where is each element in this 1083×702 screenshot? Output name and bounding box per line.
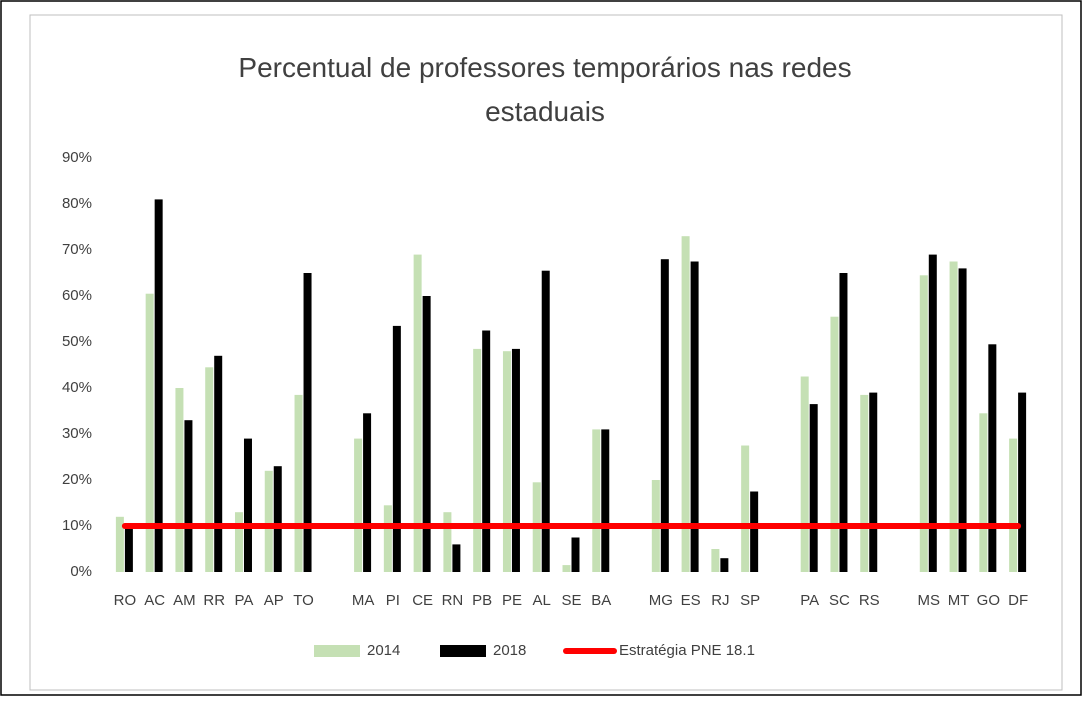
bar bbox=[741, 445, 750, 572]
bar bbox=[562, 565, 571, 572]
x-tick-label: DF bbox=[1008, 592, 1028, 609]
bar bbox=[660, 259, 669, 572]
bar bbox=[750, 491, 759, 572]
bar bbox=[681, 236, 690, 572]
x-tick-label: GO bbox=[977, 592, 1000, 609]
x-tick-label: RO bbox=[114, 592, 137, 609]
bar bbox=[979, 413, 988, 572]
bar bbox=[115, 516, 124, 572]
y-tick-label: 50% bbox=[62, 333, 92, 350]
chart-title: Percentual de professores temporários na… bbox=[238, 52, 852, 127]
x-tick-label: PB bbox=[472, 592, 492, 609]
bar bbox=[809, 404, 818, 572]
bar bbox=[413, 254, 422, 572]
bar bbox=[354, 438, 363, 572]
bar bbox=[502, 351, 511, 572]
x-tick-label: PA bbox=[800, 592, 819, 609]
y-tick-label: 90% bbox=[62, 149, 92, 166]
x-tick-label: CE bbox=[412, 592, 433, 609]
x-tick-label: AM bbox=[173, 592, 196, 609]
bar bbox=[860, 394, 869, 572]
bar bbox=[541, 270, 550, 572]
x-tick-label: RS bbox=[859, 592, 880, 609]
bar bbox=[1009, 438, 1018, 572]
x-tick-label: RR bbox=[203, 592, 225, 609]
bar bbox=[928, 254, 937, 572]
bar bbox=[243, 438, 252, 572]
bar bbox=[214, 355, 223, 572]
bar bbox=[830, 316, 839, 572]
y-tick-label: 70% bbox=[62, 241, 92, 258]
bar bbox=[392, 325, 401, 572]
x-tick-label: TO bbox=[293, 592, 314, 609]
y-tick-label: 0% bbox=[70, 563, 92, 580]
x-tick-label: SP bbox=[740, 592, 760, 609]
x-tick-label: BA bbox=[591, 592, 611, 609]
bar bbox=[839, 273, 848, 572]
bar bbox=[473, 348, 482, 572]
x-tick-label: SC bbox=[829, 592, 850, 609]
bar bbox=[711, 549, 720, 572]
x-tick-label: RN bbox=[442, 592, 464, 609]
bar bbox=[452, 544, 461, 572]
bar bbox=[154, 199, 163, 572]
bar bbox=[720, 558, 729, 572]
x-tick-label: AC bbox=[144, 592, 165, 609]
bar bbox=[690, 261, 699, 572]
bar bbox=[869, 392, 878, 572]
bar bbox=[1018, 392, 1027, 572]
bar bbox=[303, 273, 312, 572]
bar bbox=[205, 367, 214, 572]
x-tick-label: PI bbox=[386, 592, 400, 609]
x-tick-label: PA bbox=[235, 592, 254, 609]
x-tick-label: MG bbox=[649, 592, 673, 609]
bar bbox=[800, 376, 809, 572]
chart-frame bbox=[29, 14, 1063, 691]
bar bbox=[264, 470, 273, 572]
x-tick-label: MS bbox=[918, 592, 941, 609]
bar bbox=[958, 268, 967, 572]
x-tick-label: MT bbox=[948, 592, 970, 609]
y-tick-label: 20% bbox=[62, 471, 92, 488]
bar bbox=[571, 537, 580, 572]
bar bbox=[422, 296, 431, 572]
y-tick-label: 80% bbox=[62, 195, 92, 212]
y-tick-label: 60% bbox=[62, 287, 92, 304]
bar bbox=[601, 429, 610, 572]
bar bbox=[124, 526, 133, 572]
x-tick-label: ES bbox=[681, 592, 701, 609]
bar bbox=[234, 512, 243, 572]
bar bbox=[482, 330, 491, 572]
legend-label: Estratégia PNE 18.1 bbox=[619, 642, 755, 659]
bar bbox=[919, 275, 928, 572]
legend-swatch bbox=[440, 645, 486, 657]
bar bbox=[443, 512, 452, 572]
bar bbox=[294, 394, 303, 572]
legend-label: 2018 bbox=[493, 642, 526, 659]
bar bbox=[511, 348, 520, 572]
bar bbox=[949, 261, 958, 572]
x-tick-label: AL bbox=[533, 592, 551, 609]
bar bbox=[145, 293, 154, 572]
y-tick-label: 40% bbox=[62, 379, 92, 396]
bar bbox=[363, 413, 372, 572]
bar bbox=[383, 505, 392, 572]
legend-label: 2014 bbox=[367, 642, 400, 659]
x-tick-label: PE bbox=[502, 592, 522, 609]
legend-swatch bbox=[314, 645, 360, 657]
bar bbox=[184, 420, 193, 572]
x-tick-label: AP bbox=[264, 592, 284, 609]
bar bbox=[175, 388, 184, 572]
y-tick-label: 30% bbox=[62, 425, 92, 442]
bar bbox=[273, 466, 282, 572]
x-tick-label: MA bbox=[352, 592, 375, 609]
bar bbox=[988, 344, 997, 572]
bar bbox=[592, 429, 601, 572]
y-tick-label: 10% bbox=[62, 517, 92, 534]
x-tick-label: RJ bbox=[711, 592, 729, 609]
x-tick-label: SE bbox=[561, 592, 581, 609]
